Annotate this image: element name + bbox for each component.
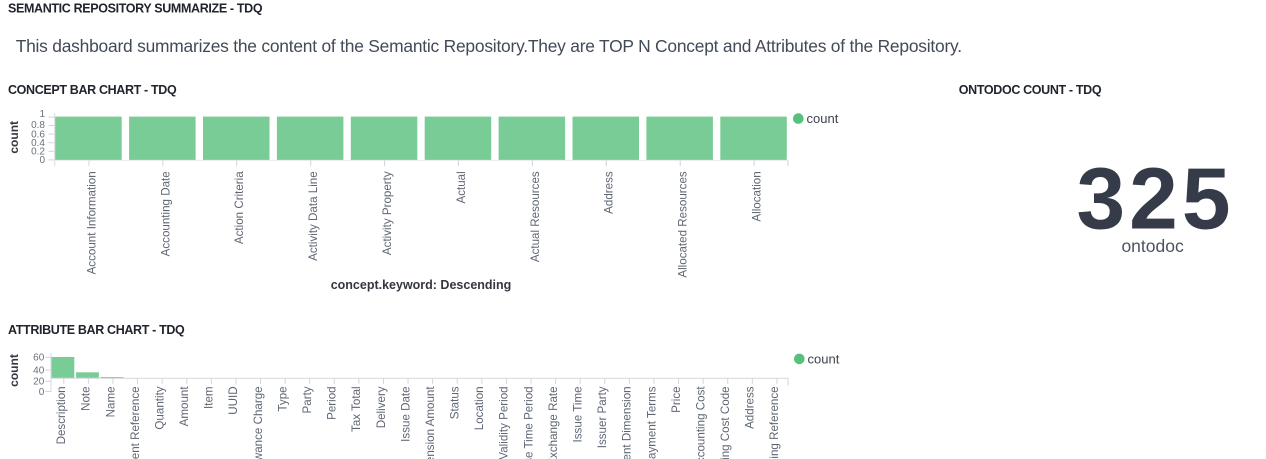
- svg-text:0.8: 0.8: [31, 120, 45, 131]
- svg-text:count: count: [7, 354, 21, 387]
- svg-text:Accounting Date: Accounting Date: [159, 171, 172, 256]
- svg-text:ONTODOC COUNT - TDQ: ONTODOC COUNT - TDQ: [959, 83, 1102, 97]
- svg-text:count: count: [808, 351, 840, 366]
- svg-text:0.6: 0.6: [31, 130, 45, 141]
- svg-text:Activity Data Line: Activity Data Line: [307, 171, 320, 261]
- svg-text:Accounting Cost: Accounting Cost: [694, 386, 707, 459]
- svg-text:Validity Period: Validity Period: [498, 386, 511, 459]
- svg-text:Accounting Cost Code: Accounting Cost Code: [719, 386, 732, 459]
- svg-text:Location: Location: [473, 386, 486, 430]
- svg-text:0: 0: [39, 387, 45, 398]
- svg-text:Type: Type: [276, 386, 289, 411]
- svg-text:Prepayment Terms: Prepayment Terms: [645, 386, 658, 459]
- svg-text:Response Time Period: Response Time Period: [522, 386, 535, 459]
- svg-text:Status: Status: [449, 386, 462, 419]
- svg-text:Issue Time: Issue Time: [571, 386, 584, 442]
- svg-text:Issuer Party: Issuer Party: [596, 386, 609, 448]
- svg-text:325: 325: [1077, 149, 1235, 247]
- svg-text:20: 20: [33, 377, 45, 388]
- svg-text:SEMANTIC REPOSITORY SUMMARIZE: SEMANTIC REPOSITORY SUMMARIZE - TDQ: [8, 2, 263, 16]
- svg-text:Allocation: Allocation: [751, 171, 764, 221]
- svg-text:Exchange Rate: Exchange Rate: [547, 386, 560, 459]
- svg-text:This dashboard summarizes the: This dashboard summarizes the content of…: [16, 36, 962, 56]
- svg-text:Description: Description: [55, 386, 68, 444]
- svg-text:0: 0: [39, 155, 45, 166]
- svg-text:Billing Reference: Billing Reference: [768, 386, 781, 459]
- svg-text:Name: Name: [104, 386, 117, 417]
- svg-text:ATTRIBUTE BAR CHART - TDQ: ATTRIBUTE BAR CHART - TDQ: [8, 323, 185, 337]
- svg-text:Measurement Dimension: Measurement Dimension: [621, 386, 634, 459]
- svg-text:Extension Amount: Extension Amount: [424, 386, 437, 459]
- svg-text:ontodoc: ontodoc: [1121, 236, 1184, 256]
- svg-text:Price: Price: [670, 386, 683, 412]
- svg-text:Document Reference: Document Reference: [129, 386, 142, 459]
- svg-text:Allowance Charge: Allowance Charge: [252, 386, 265, 459]
- svg-text:count: count: [7, 121, 21, 154]
- svg-text:0.2: 0.2: [31, 147, 45, 158]
- svg-text:count: count: [807, 111, 839, 126]
- svg-text:40: 40: [33, 365, 45, 376]
- svg-text:Delivery: Delivery: [375, 386, 388, 428]
- svg-text:Tax Total: Tax Total: [350, 386, 363, 432]
- svg-text:CONCEPT BAR CHART - TDQ: CONCEPT BAR CHART - TDQ: [8, 83, 177, 97]
- svg-text:Address: Address: [744, 386, 757, 429]
- svg-text:Item: Item: [203, 386, 216, 409]
- svg-text:Period: Period: [326, 386, 339, 420]
- svg-text:concept.keyword: Descending: concept.keyword: Descending: [331, 278, 512, 292]
- svg-text:Amount: Amount: [178, 386, 191, 427]
- svg-text:Actual Resources: Actual Resources: [529, 171, 542, 262]
- svg-text:0.4: 0.4: [31, 138, 45, 149]
- svg-text:60: 60: [33, 353, 45, 364]
- svg-text:1: 1: [39, 109, 45, 120]
- svg-text:Actual: Actual: [455, 171, 468, 203]
- svg-text:Address: Address: [603, 171, 616, 214]
- svg-text:Quantity: Quantity: [153, 386, 166, 429]
- svg-text:Party: Party: [301, 386, 314, 413]
- svg-text:UUID: UUID: [227, 386, 240, 414]
- svg-text:Activity Property: Activity Property: [381, 171, 394, 255]
- svg-text:Note: Note: [80, 386, 93, 411]
- svg-text:Allocated Resources: Allocated Resources: [677, 171, 690, 278]
- svg-text:Account Information: Account Information: [85, 171, 98, 274]
- svg-text:Action Criteria: Action Criteria: [233, 171, 246, 244]
- svg-text:Issue Date: Issue Date: [399, 386, 412, 441]
